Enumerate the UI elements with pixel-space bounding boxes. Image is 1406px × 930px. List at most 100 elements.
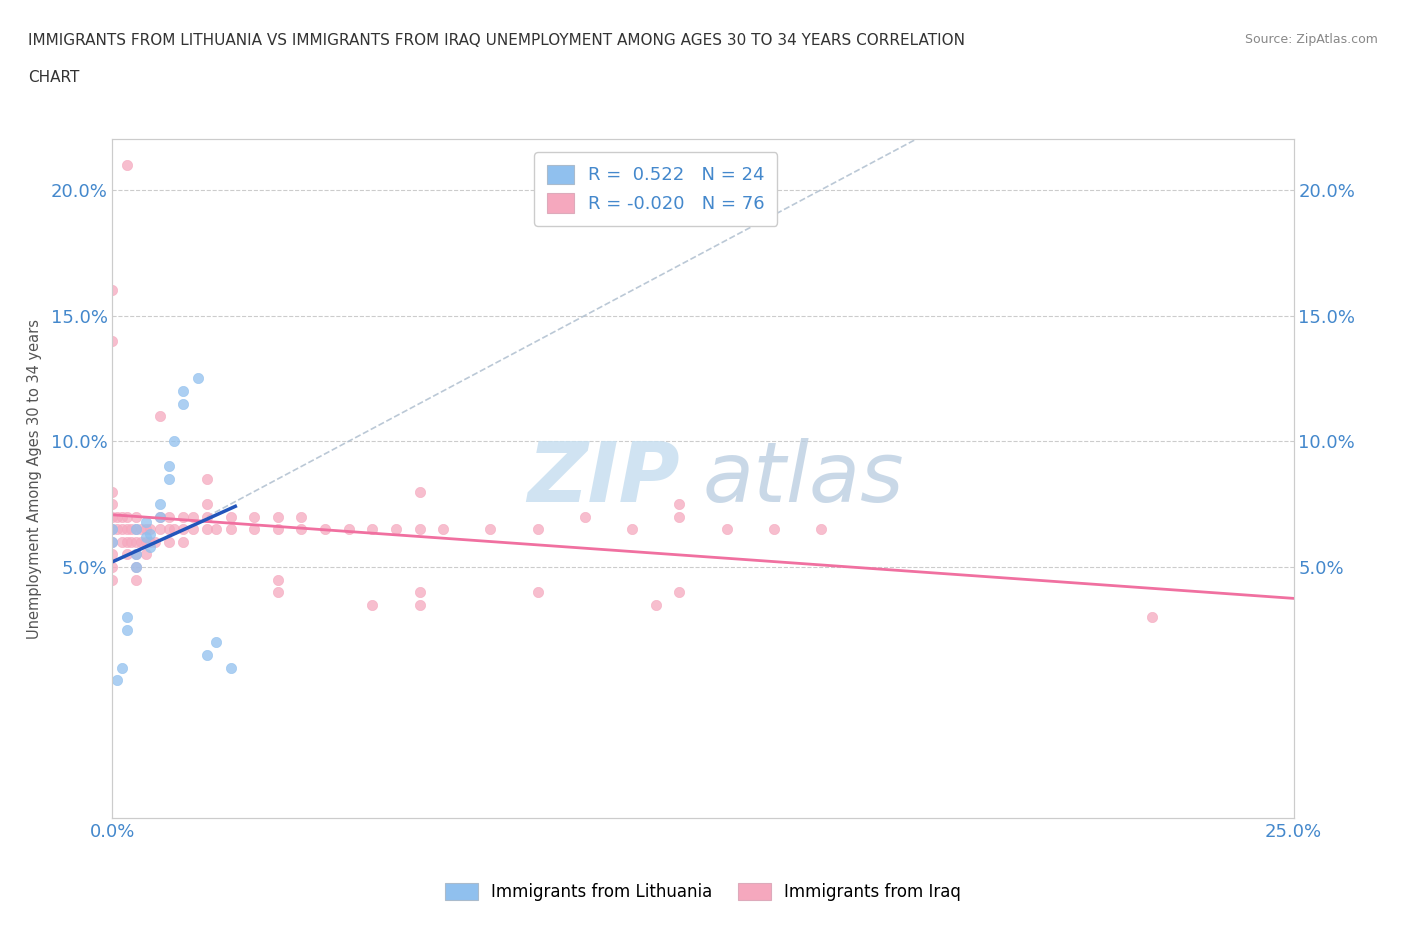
Point	[125, 535, 148, 550]
Point	[115, 522, 138, 537]
Point	[135, 547, 157, 562]
Text: IMMIGRANTS FROM LITHUANIA VS IMMIGRANTS FROM IRAQ UNEMPLOYMENT AMONG AGES 30 TO : IMMIGRANTS FROM LITHUANIA VS IMMIGRANTS …	[28, 33, 965, 47]
Point	[139, 535, 162, 550]
Point	[526, 522, 548, 537]
Point	[157, 458, 180, 473]
Point	[101, 535, 124, 550]
Point	[574, 510, 596, 525]
Point	[135, 535, 157, 550]
Point	[149, 510, 172, 525]
Point	[115, 610, 138, 625]
Point	[205, 635, 228, 650]
Point	[172, 510, 194, 525]
Point	[668, 585, 690, 600]
Point	[432, 522, 454, 537]
Point	[111, 522, 134, 537]
Point	[157, 522, 180, 537]
Point	[115, 622, 138, 637]
Point	[125, 547, 148, 562]
Point	[149, 497, 172, 512]
Point	[115, 157, 138, 172]
Point	[219, 510, 242, 525]
Legend: Immigrants from Lithuania, Immigrants from Iraq: Immigrants from Lithuania, Immigrants fr…	[439, 876, 967, 908]
Point	[101, 522, 124, 537]
Point	[205, 522, 228, 537]
Point	[139, 526, 162, 541]
Point	[135, 529, 157, 544]
Point	[716, 522, 738, 537]
Point	[101, 333, 124, 348]
Point	[526, 585, 548, 600]
Point	[243, 510, 266, 525]
Point	[621, 522, 644, 537]
Point	[125, 572, 148, 587]
Point	[290, 522, 312, 537]
Legend: R =  0.522   N = 24, R = -0.020   N = 76: R = 0.522 N = 24, R = -0.020 N = 76	[534, 152, 778, 226]
Point	[163, 433, 186, 448]
Point	[149, 510, 172, 525]
Point	[135, 522, 157, 537]
Point	[101, 560, 124, 575]
Point	[195, 647, 218, 662]
Point	[101, 497, 124, 512]
Point	[105, 672, 128, 687]
Point	[143, 535, 166, 550]
Point	[219, 660, 242, 675]
Point	[267, 510, 290, 525]
Text: atlas: atlas	[703, 438, 904, 520]
Point	[762, 522, 785, 537]
Text: CHART: CHART	[28, 70, 80, 85]
Point	[361, 522, 384, 537]
Point	[314, 522, 336, 537]
Point	[157, 472, 180, 486]
Point	[157, 510, 180, 525]
Point	[290, 510, 312, 525]
Point	[115, 510, 138, 525]
Point	[120, 535, 142, 550]
Point	[149, 408, 172, 423]
Point	[408, 485, 430, 499]
Point	[105, 522, 128, 537]
Text: Source: ZipAtlas.com: Source: ZipAtlas.com	[1244, 33, 1378, 46]
Point	[111, 660, 134, 675]
Point	[361, 597, 384, 612]
Point	[129, 535, 152, 550]
Point	[408, 585, 430, 600]
Point	[101, 283, 124, 298]
Point	[129, 522, 152, 537]
Point	[120, 522, 142, 537]
Y-axis label: Unemployment Among Ages 30 to 34 years: Unemployment Among Ages 30 to 34 years	[27, 319, 42, 639]
Point	[149, 522, 172, 537]
Point	[479, 522, 502, 537]
Point	[408, 522, 430, 537]
Point	[267, 585, 290, 600]
Point	[172, 383, 194, 398]
Point	[181, 510, 204, 525]
Point	[101, 522, 124, 537]
Point	[1140, 610, 1163, 625]
Point	[163, 522, 186, 537]
Point	[125, 560, 148, 575]
Point	[157, 535, 180, 550]
Point	[125, 510, 148, 525]
Point	[267, 572, 290, 587]
Point	[337, 522, 360, 537]
Point	[810, 522, 832, 537]
Point	[105, 510, 128, 525]
Point	[101, 547, 124, 562]
Point	[195, 497, 218, 512]
Point	[668, 510, 690, 525]
Point	[111, 535, 134, 550]
Text: ZIP: ZIP	[527, 438, 679, 520]
Point	[195, 472, 218, 486]
Point	[125, 522, 148, 537]
Point	[101, 510, 124, 525]
Point	[668, 497, 690, 512]
Point	[111, 510, 134, 525]
Point	[195, 522, 218, 537]
Point	[186, 371, 208, 386]
Point	[267, 522, 290, 537]
Point	[135, 514, 157, 529]
Point	[139, 539, 162, 554]
Point	[115, 547, 138, 562]
